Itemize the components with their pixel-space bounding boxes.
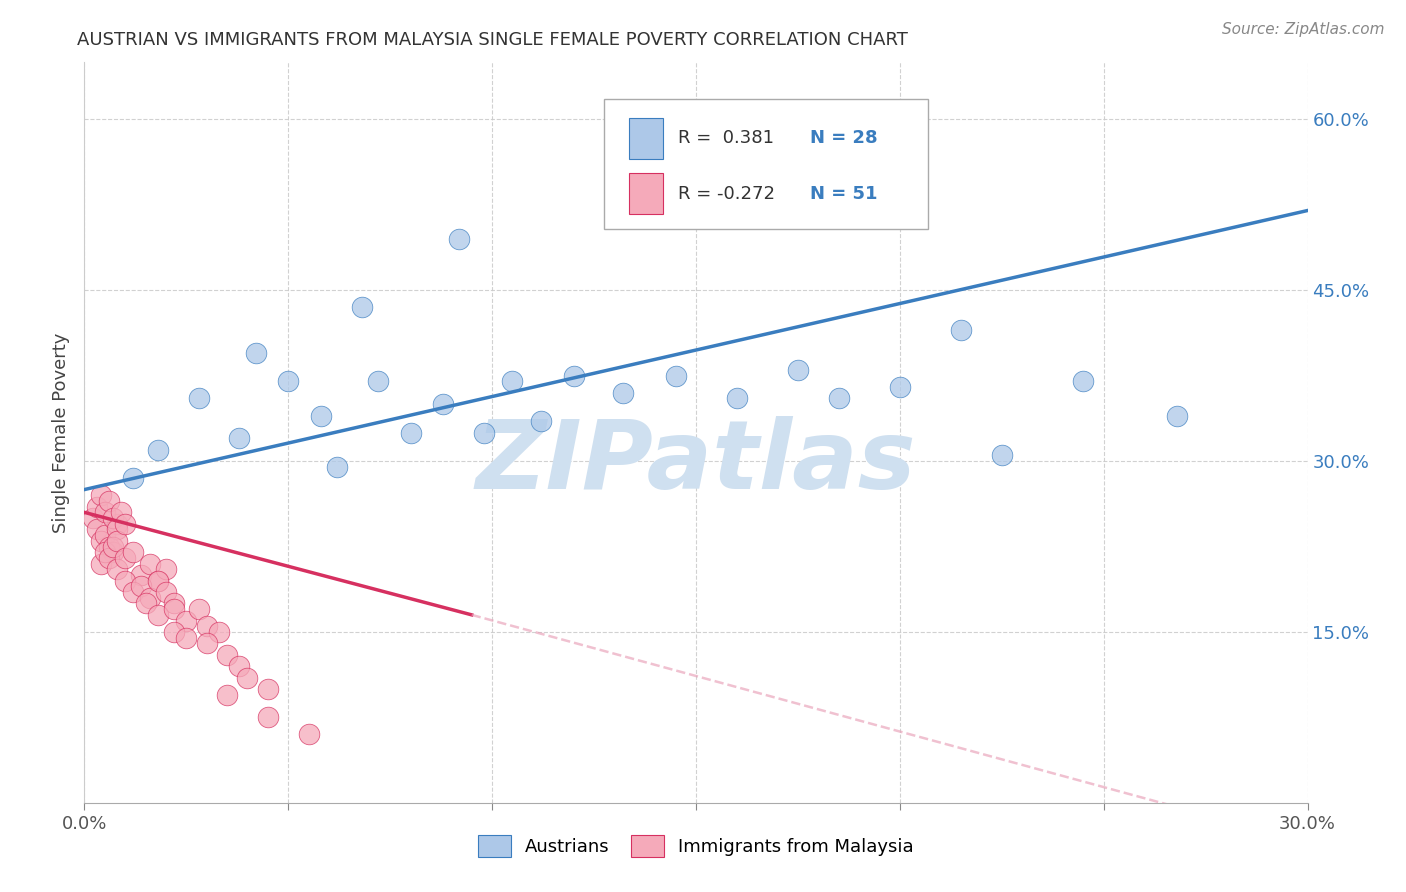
- Point: [114, 574, 136, 588]
- Point: [82, 511, 104, 525]
- Point: [97, 494, 120, 508]
- Point: [86, 523, 108, 537]
- Text: N = 51: N = 51: [810, 185, 877, 202]
- Point: [217, 688, 239, 702]
- Point: [90, 533, 112, 548]
- Point: [228, 659, 250, 673]
- Point: [298, 727, 321, 741]
- Point: [97, 550, 120, 565]
- Point: [174, 631, 197, 645]
- Point: [105, 562, 128, 576]
- Point: [90, 488, 112, 502]
- Point: [1166, 409, 1188, 423]
- Text: R = -0.272: R = -0.272: [678, 185, 775, 202]
- Point: [163, 624, 186, 639]
- Point: [97, 540, 120, 554]
- Point: [236, 671, 259, 685]
- Bar: [628, 173, 664, 214]
- Point: [110, 505, 132, 519]
- Text: N = 28: N = 28: [810, 129, 877, 147]
- Point: [217, 648, 239, 662]
- FancyBboxPatch shape: [605, 99, 928, 229]
- Point: [432, 397, 454, 411]
- Point: [725, 392, 748, 406]
- Point: [101, 511, 124, 525]
- Point: [350, 301, 373, 315]
- Point: [163, 602, 186, 616]
- Point: [135, 597, 157, 611]
- Point: [326, 459, 349, 474]
- Point: [93, 545, 115, 559]
- Bar: [628, 118, 664, 159]
- Point: [101, 545, 124, 559]
- Point: [228, 431, 250, 445]
- Point: [105, 533, 128, 548]
- Point: [950, 323, 973, 337]
- Point: [101, 540, 124, 554]
- Point: [114, 550, 136, 565]
- Point: [155, 562, 177, 576]
- Point: [155, 585, 177, 599]
- Text: Source: ZipAtlas.com: Source: ZipAtlas.com: [1222, 22, 1385, 37]
- Point: [174, 614, 197, 628]
- Point: [122, 585, 145, 599]
- Point: [245, 346, 267, 360]
- Point: [685, 180, 707, 194]
- Point: [163, 597, 186, 611]
- Point: [86, 500, 108, 514]
- Point: [530, 414, 553, 428]
- Point: [146, 442, 169, 457]
- Point: [187, 392, 209, 406]
- Y-axis label: Single Female Poverty: Single Female Poverty: [52, 333, 70, 533]
- Point: [449, 232, 471, 246]
- Point: [665, 368, 688, 383]
- Point: [131, 568, 153, 582]
- Point: [146, 574, 169, 588]
- Point: [991, 449, 1014, 463]
- Point: [828, 392, 851, 406]
- Point: [93, 505, 115, 519]
- Point: [889, 380, 911, 394]
- Point: [277, 375, 299, 389]
- Point: [502, 375, 524, 389]
- Text: R =  0.381: R = 0.381: [678, 129, 773, 147]
- Point: [105, 516, 128, 531]
- Point: [399, 425, 422, 440]
- Point: [257, 710, 280, 724]
- Point: [367, 375, 389, 389]
- Point: [138, 591, 160, 605]
- Point: [187, 602, 209, 616]
- Point: [195, 619, 218, 633]
- Point: [146, 607, 169, 622]
- Point: [562, 368, 585, 383]
- Point: [146, 574, 169, 588]
- Legend: Austrians, Immigrants from Malaysia: Austrians, Immigrants from Malaysia: [471, 828, 921, 864]
- Point: [122, 545, 145, 559]
- Point: [122, 471, 145, 485]
- Point: [114, 516, 136, 531]
- Point: [195, 636, 218, 650]
- Point: [131, 579, 153, 593]
- Text: AUSTRIAN VS IMMIGRANTS FROM MALAYSIA SINGLE FEMALE POVERTY CORRELATION CHART: AUSTRIAN VS IMMIGRANTS FROM MALAYSIA SIN…: [77, 31, 908, 49]
- Point: [138, 557, 160, 571]
- Point: [90, 557, 112, 571]
- Point: [257, 681, 280, 696]
- Point: [309, 409, 332, 423]
- Point: [472, 425, 495, 440]
- Point: [612, 385, 634, 400]
- Point: [1073, 375, 1095, 389]
- Point: [105, 523, 128, 537]
- Text: ZIPatlas: ZIPatlas: [475, 416, 917, 508]
- Point: [93, 528, 115, 542]
- Point: [787, 363, 810, 377]
- Point: [208, 624, 231, 639]
